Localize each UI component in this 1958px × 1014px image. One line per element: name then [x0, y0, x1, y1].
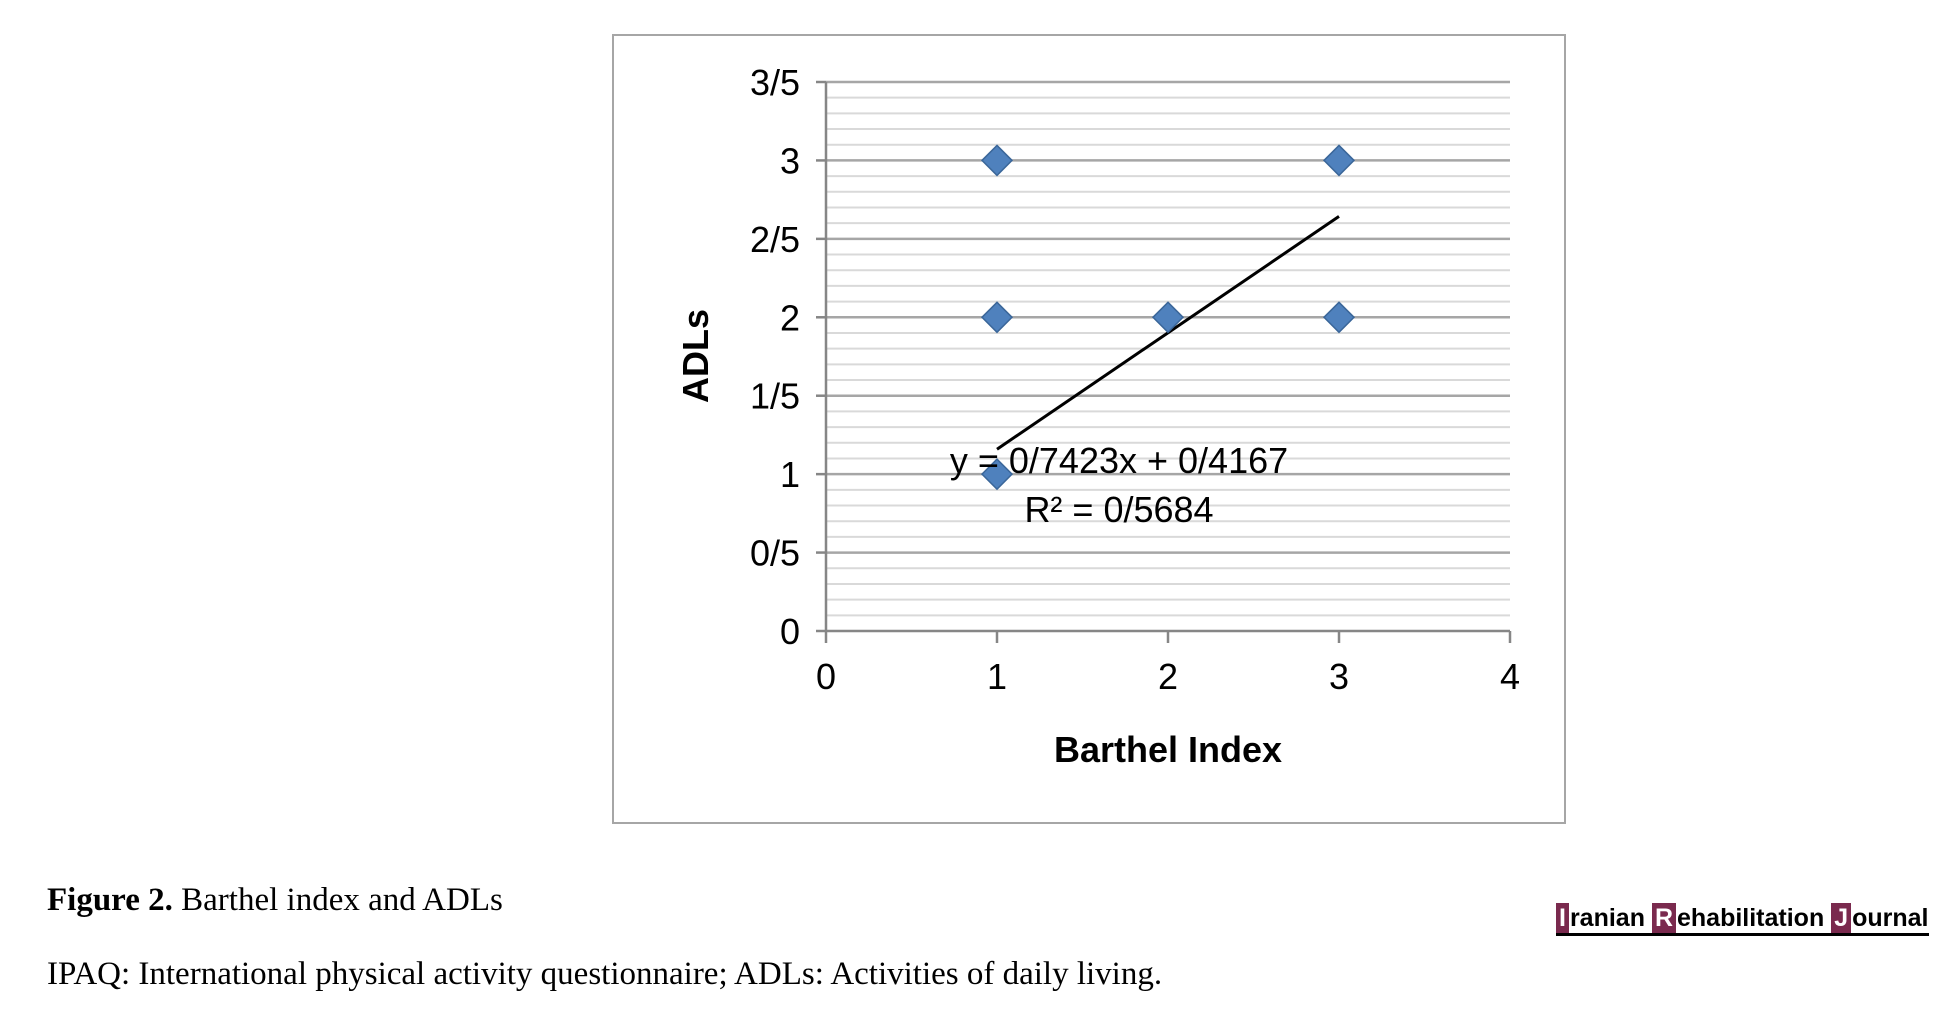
- axes: [816, 80, 1512, 643]
- grid-lines: [826, 80, 1510, 617]
- figure-caption: Figure 2. Barthel index and ADLs: [47, 882, 503, 919]
- y-axis-title: ADLs: [675, 309, 716, 403]
- y-tick-label: 3: [780, 140, 800, 181]
- data-point: [1151, 301, 1185, 334]
- data-point: [980, 458, 1014, 491]
- x-tick-label: 4: [1500, 656, 1520, 697]
- logo-letter-r: R: [1651, 903, 1676, 933]
- data-point: [980, 301, 1014, 334]
- chart-frame: 0 0/5 1 1/5 2 2/5 3 3/5 0 1 2 3 4 y = 0/7423x + 0/41…: [612, 34, 1566, 824]
- figure-label: Figure 2.: [47, 882, 173, 918]
- x-tick-label: 0: [816, 656, 836, 697]
- tick-labels: 0 0/5 1 1/5 2 2/5 3 3/5 0 1 2 3 4: [750, 62, 1520, 697]
- y-tick-label: 1: [780, 454, 800, 495]
- data-point: [980, 144, 1014, 177]
- x-axis-title: Barthel Index: [1054, 729, 1282, 770]
- data-point: [1322, 144, 1356, 177]
- y-tick-label: 0/5: [750, 533, 800, 574]
- y-tick-label: 1/5: [750, 376, 800, 417]
- data-points: [980, 144, 1356, 491]
- logo-word-journal: ournal: [1852, 904, 1929, 932]
- y-tick-label: 0: [780, 611, 800, 652]
- figure-note: IPAQ: International physical activity qu…: [47, 956, 1163, 992]
- logo-word-rehabilitation: ehabilitation: [1677, 904, 1832, 932]
- logo-letter-j: J: [1831, 903, 1852, 933]
- figure-title: Barthel index and ADLs: [172, 882, 503, 918]
- y-tick-label: 2: [780, 297, 800, 338]
- x-tick-label: 2: [1158, 656, 1178, 697]
- logo-letter-i: I: [1556, 903, 1569, 933]
- x-tick-label: 3: [1329, 656, 1349, 697]
- logo-word-iranian: ranian: [1569, 904, 1652, 932]
- y-tick-label: 3/5: [750, 62, 800, 103]
- data-point: [1322, 301, 1356, 334]
- x-tick-label: 1: [987, 656, 1007, 697]
- trendline-equation: y = 0/7423x + 0/4167: [950, 440, 1288, 481]
- y-tick-label: 2/5: [750, 219, 800, 260]
- scatter-chart: 0 0/5 1 1/5 2 2/5 3 3/5 0 1 2 3 4 y = 0/7423x + 0/41…: [675, 62, 1520, 770]
- trendline-r-squared: R² = 0/5684: [1024, 489, 1213, 530]
